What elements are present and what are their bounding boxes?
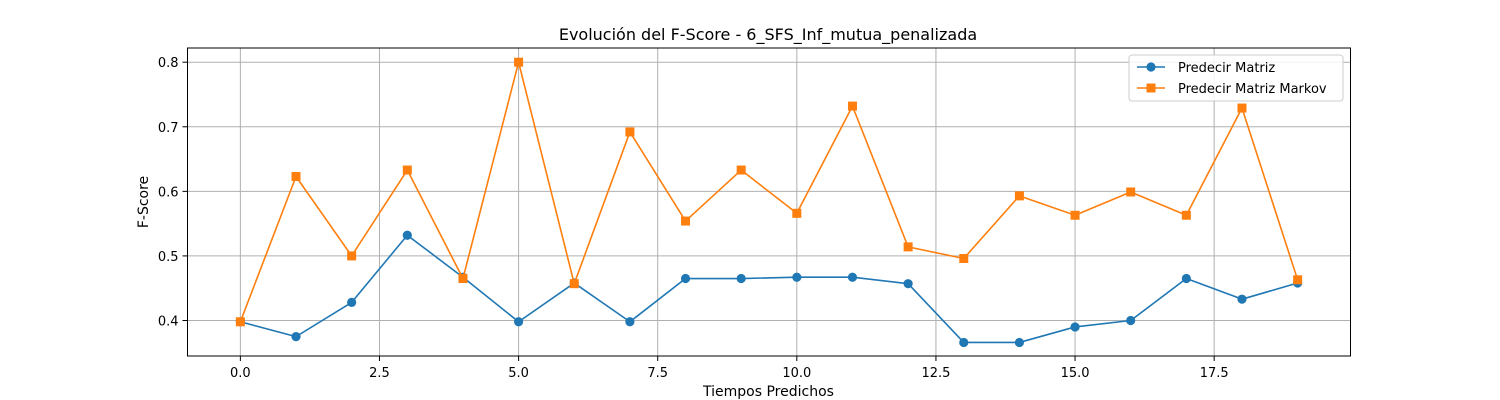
data-point: [402, 165, 412, 175]
data-point: [625, 127, 635, 137]
data-point: [736, 165, 746, 175]
data-point: [1126, 315, 1136, 326]
x-tick-label: 15.0: [1061, 366, 1090, 381]
legend-item: Predecir Matriz Markov: [1137, 82, 1327, 97]
legend-marker: [1146, 62, 1156, 72]
legend-box: [1128, 54, 1344, 102]
data-point: [513, 317, 524, 327]
series-1: [235, 230, 1303, 348]
data-point: [514, 57, 524, 67]
x-tick-label: 0.0: [230, 366, 251, 381]
data-point: [347, 251, 357, 261]
data-point: [1014, 191, 1024, 201]
data-point: [1237, 294, 1247, 304]
y-axis: 0.4 0.5 0.6 0.7 0.8: [158, 56, 188, 329]
data-point: [792, 272, 802, 282]
x-tick-label: 7.5: [647, 366, 668, 381]
data-point: [235, 317, 245, 327]
series-line: [239, 61, 1299, 323]
data-point: [1181, 273, 1191, 284]
data-point: [458, 274, 468, 284]
y-axis-title: F-Score: [136, 176, 152, 228]
y-tick-label: 0.5: [158, 250, 179, 265]
data-point: [1237, 103, 1247, 113]
x-tick-label: 17.5: [1200, 366, 1229, 381]
data-point: [680, 273, 691, 284]
data-point: [959, 337, 969, 348]
legend: Predecir Matriz Predecir Matriz Markov: [1128, 54, 1344, 102]
legend-label: Predecir Matriz: [1178, 61, 1275, 76]
x-axis: 0.0 2.5 5.0 7.5 10.0 12.5 15.0 17.5: [230, 356, 1229, 381]
x-tick-label: 2.5: [369, 366, 390, 381]
data-point: [569, 279, 579, 289]
legend-item: Predecir Matriz: [1137, 61, 1275, 76]
data-point: [291, 332, 301, 342]
x-axis-title: Tiempos Predichos: [702, 384, 834, 400]
y-tick-label: 0.4: [158, 314, 179, 329]
series-2: [235, 57, 1303, 327]
data-point: [1181, 210, 1191, 220]
legend-marker: [1146, 83, 1156, 93]
y-tick-label: 0.6: [158, 185, 179, 200]
data-point: [847, 101, 857, 111]
series-layer: [235, 57, 1303, 348]
x-tick-label: 5.0: [508, 366, 529, 381]
series-line: [240, 234, 1298, 344]
data-point: [792, 208, 802, 218]
plot-area-frame: [187, 47, 1351, 357]
data-point: [959, 253, 969, 263]
data-point: [736, 273, 746, 284]
x-tick-label: 10.0: [782, 366, 811, 381]
data-point: [681, 216, 691, 226]
data-point: [1293, 275, 1303, 285]
y-tick-label: 0.7: [158, 121, 179, 136]
data-point: [1014, 337, 1025, 348]
data-point: [1070, 322, 1080, 332]
data-point: [1126, 187, 1136, 197]
data-point: [291, 171, 301, 181]
data-point: [1070, 210, 1080, 220]
data-point: [625, 317, 635, 327]
data-point: [847, 272, 858, 282]
data-point: [903, 279, 913, 289]
legend-label: Predecir Matriz Markov: [1178, 82, 1327, 97]
data-point: [347, 297, 357, 308]
x-tick-label: 12.5: [921, 366, 950, 381]
data-point: [903, 242, 913, 252]
chart-title: Evolución del F-Score - 6_SFS_Inf_mutua_…: [559, 25, 977, 45]
y-tick-label: 0.8: [158, 56, 179, 71]
data-point: [402, 230, 412, 240]
